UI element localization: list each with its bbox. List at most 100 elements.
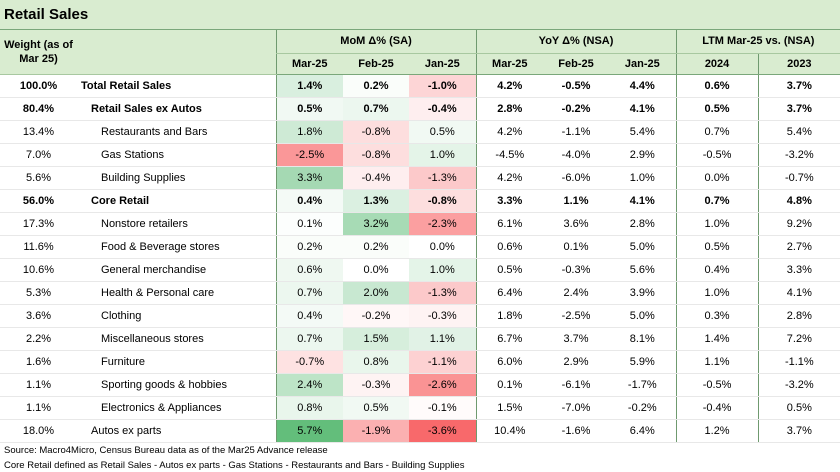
yoy-value-cell: 0.1% — [475, 373, 544, 397]
ltm-value-cell: 0.4% — [675, 258, 759, 282]
yoy-value-cell: 3.9% — [609, 281, 677, 305]
category-name: Core Retail — [77, 189, 276, 213]
yoy-value-cell: 2.9% — [543, 350, 610, 374]
weight-header: Weight (as of Mar 25) — [0, 30, 77, 75]
mom-value-cell: 3.2% — [343, 212, 409, 236]
ltm-value-cell: 2.7% — [757, 235, 840, 259]
weight-cell: 17.3% — [0, 212, 77, 236]
mom-value-cell: 0.5% — [409, 120, 477, 144]
yoy-value-cell: 10.4% — [475, 419, 544, 443]
definition-note: Core Retail defined as Retail Sales - Au… — [4, 460, 465, 471]
weight-cell: 10.6% — [0, 258, 77, 282]
ltm-value-cell: 0.7% — [675, 189, 759, 213]
mom-value-cell: -1.0% — [409, 74, 477, 98]
weight-cell: 56.0% — [0, 189, 77, 213]
yoy-value-cell: 4.1% — [609, 97, 677, 121]
weight-cell: 100.0% — [0, 74, 77, 98]
mom-value-cell: -2.6% — [409, 373, 477, 397]
yoy-value-cell: 6.4% — [609, 419, 677, 443]
mom-value-cell: -0.2% — [343, 304, 409, 328]
table-row: 1.1% Sporting goods & hobbies 2.4% -0.3% -2.… — [0, 373, 840, 397]
mom-value-cell: 0.7% — [343, 97, 409, 121]
yoy-value-cell: 5.0% — [609, 304, 677, 328]
ltm-value-cell: -1.1% — [757, 350, 840, 374]
table-body: 100.0% Total Retail Sales 1.4% 0.2% -1.0% 4.2… — [0, 74, 840, 443]
mom-value-cell: 2.4% — [275, 373, 343, 397]
yoy-value-cell: -0.2% — [543, 97, 610, 121]
ltm-value-cell: 9.2% — [757, 212, 840, 236]
mom-value-cell: 1.8% — [275, 120, 343, 144]
yoy-group-header: YoY Δ% (NSA) — [475, 30, 677, 54]
table-row: 5.6% Building Supplies 3.3% -0.4% -1.3% 4.2% -… — [0, 166, 840, 190]
weight-cell: 5.3% — [0, 281, 77, 305]
ltm-value-cell: -3.2% — [757, 373, 840, 397]
mom-value-cell: 1.3% — [343, 189, 409, 213]
mom-value-cell: 0.0% — [409, 235, 477, 259]
yoy-value-cell: 6.7% — [475, 327, 544, 351]
yoy-value-cell: 2.4% — [543, 281, 610, 305]
col-header: 2024 — [675, 53, 759, 75]
category-name: General merchandise — [77, 258, 276, 282]
retail-sales-table: Weight (as of Mar 25) MoM Δ% (SA) YoY Δ%… — [0, 30, 840, 443]
category-name: Retail Sales ex Autos — [77, 97, 276, 121]
ltm-value-cell: 1.0% — [675, 281, 759, 305]
col-header: Feb-25 — [343, 53, 409, 75]
mom-value-cell: -2.3% — [409, 212, 477, 236]
mom-value-cell: -0.4% — [343, 166, 409, 190]
ltm-value-cell: 0.5% — [675, 235, 759, 259]
weight-cell: 3.6% — [0, 304, 77, 328]
yoy-value-cell: 4.2% — [475, 74, 544, 98]
mom-value-cell: 1.0% — [409, 258, 477, 282]
mom-value-cell: -1.3% — [409, 166, 477, 190]
mom-value-cell: 1.1% — [409, 327, 477, 351]
ltm-value-cell: -0.4% — [675, 396, 759, 420]
table-row: 56.0% Core Retail 0.4% 1.3% -0.8% 3.3% 1.1% 4.1… — [0, 189, 840, 213]
table-row: 1.6% Furniture -0.7% 0.8% -1.1% 6.0% 2.9% 5.9% 1… — [0, 350, 840, 374]
mom-value-cell: -0.4% — [409, 97, 477, 121]
ltm-value-cell: -0.5% — [675, 373, 759, 397]
mom-value-cell: 1.4% — [275, 74, 343, 98]
ltm-value-cell: 0.7% — [675, 120, 759, 144]
mom-value-cell: -0.3% — [343, 373, 409, 397]
weight-cell: 5.6% — [0, 166, 77, 190]
yoy-value-cell: 4.4% — [609, 74, 677, 98]
yoy-value-cell: 2.8% — [475, 97, 544, 121]
yoy-value-cell: -0.2% — [609, 396, 677, 420]
ltm-value-cell: 4.1% — [757, 281, 840, 305]
yoy-value-cell: 3.6% — [543, 212, 610, 236]
category-name: Miscellaneous stores — [77, 327, 276, 351]
col-header: Mar-25 — [475, 53, 544, 75]
mom-value-cell: -0.7% — [275, 350, 343, 374]
col-header: Mar-25 — [275, 53, 343, 75]
yoy-value-cell: 2.8% — [609, 212, 677, 236]
yoy-value-cell: 5.4% — [609, 120, 677, 144]
yoy-value-cell: 6.0% — [475, 350, 544, 374]
mom-value-cell: 0.4% — [275, 304, 343, 328]
ltm-value-cell: 1.1% — [675, 350, 759, 374]
ltm-value-cell: -0.5% — [675, 143, 759, 167]
mom-value-cell: -1.9% — [343, 419, 409, 443]
yoy-value-cell: 5.9% — [609, 350, 677, 374]
weight-cell: 7.0% — [0, 143, 77, 167]
ltm-value-cell: 0.3% — [675, 304, 759, 328]
mom-value-cell: 0.5% — [343, 396, 409, 420]
title-bar: Retail Sales — [0, 0, 840, 30]
weight-cell: 11.6% — [0, 235, 77, 259]
yoy-value-cell: -4.5% — [475, 143, 544, 167]
yoy-value-cell: -6.0% — [543, 166, 610, 190]
category-name: Food & Beverage stores — [77, 235, 276, 259]
table-row: 3.6% Clothing 0.4% -0.2% -0.3% 1.8% -2.5% 5.0% 0… — [0, 304, 840, 328]
ltm-value-cell: -0.7% — [757, 166, 840, 190]
category-name: Furniture — [77, 350, 276, 374]
table-row: 18.0% Autos ex parts 5.7% -1.9% -3.6% 10.4% -1… — [0, 419, 840, 443]
yoy-value-cell: 4.1% — [609, 189, 677, 213]
col-header: Feb-25 — [543, 53, 610, 75]
mom-value-cell: 0.8% — [275, 396, 343, 420]
table-row: 1.1% Electronics & Appliances 0.8% 0.5% -0.1… — [0, 396, 840, 420]
mom-value-cell: 5.7% — [275, 419, 343, 443]
ltm-value-cell: 0.0% — [675, 166, 759, 190]
mom-value-cell: 0.0% — [343, 258, 409, 282]
weight-cell: 18.0% — [0, 419, 77, 443]
yoy-value-cell: 1.5% — [475, 396, 544, 420]
mom-value-cell: 0.5% — [275, 97, 343, 121]
